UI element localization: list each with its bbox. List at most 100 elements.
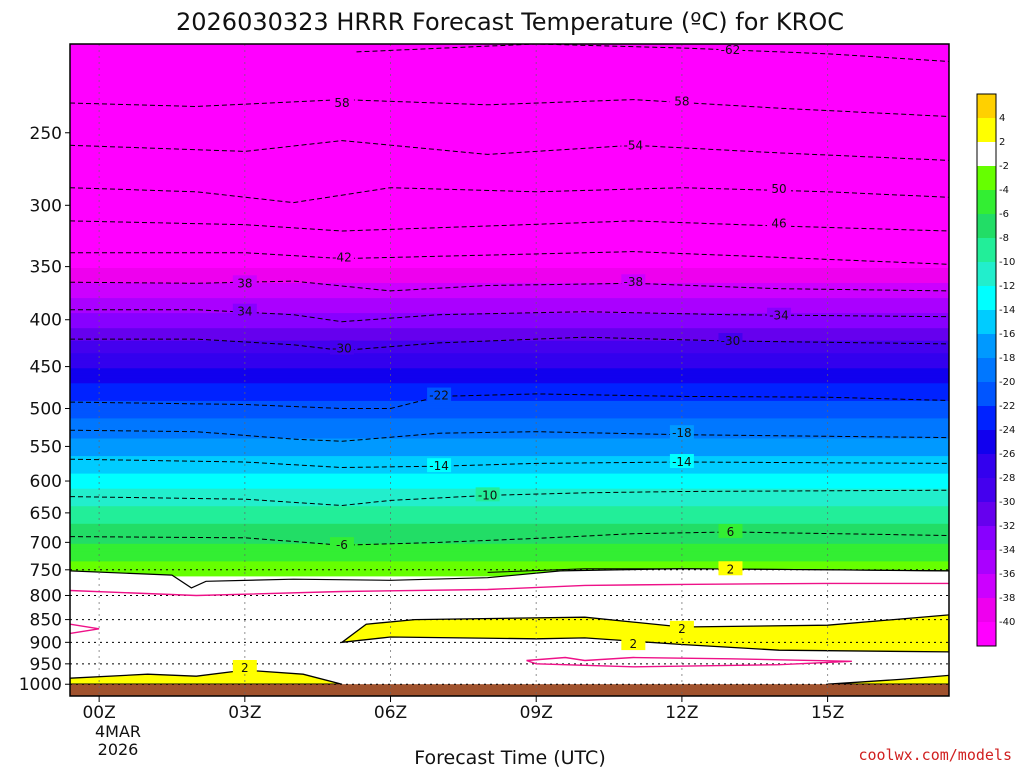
near-surface-regions xyxy=(70,568,949,696)
temperature-band xyxy=(70,387,949,391)
contour-label-bg xyxy=(232,275,257,290)
contour-label: -38 xyxy=(624,275,644,289)
colorbar-tick-label: -30 xyxy=(999,497,1015,508)
colorbar-band xyxy=(977,166,996,191)
isotherm-2 xyxy=(487,568,949,573)
temperature-band xyxy=(70,81,949,85)
contour-label: 58 xyxy=(334,96,349,110)
contour-label-bg xyxy=(767,307,792,322)
temperature-band xyxy=(70,166,949,171)
temperature-band xyxy=(70,482,949,487)
temperature-band xyxy=(70,548,949,552)
temperature-band xyxy=(70,405,949,409)
colorbar-band xyxy=(977,598,996,623)
temperature-band xyxy=(70,69,949,73)
colorbar-tick-label: -2 xyxy=(999,161,1009,172)
temperature-band xyxy=(70,497,949,502)
contour-label: -14 xyxy=(429,459,449,473)
contour-label-bg xyxy=(329,249,354,264)
temperature-band xyxy=(70,410,949,414)
temperature-band xyxy=(70,520,949,524)
temperature-band xyxy=(70,417,949,421)
colorbar-tick-label: -32 xyxy=(999,521,1015,532)
temperature-band xyxy=(70,229,949,233)
contour-label: -18 xyxy=(672,426,692,440)
contour-label: 46 xyxy=(771,216,786,230)
temperature-band xyxy=(70,129,949,133)
contour-label: -30 xyxy=(332,342,352,356)
temperature-band xyxy=(70,372,949,376)
temperature-band xyxy=(70,161,949,166)
contour-label-bg xyxy=(718,44,743,56)
temperature-band xyxy=(70,49,949,53)
temperature-band xyxy=(70,467,949,472)
contour-label: 38 xyxy=(237,276,252,290)
temperature-band xyxy=(70,472,949,477)
contour-label: 2 xyxy=(678,622,686,636)
temperature-band xyxy=(70,79,949,83)
y-tick-label: 300 xyxy=(30,196,62,216)
temperature-band xyxy=(70,440,949,444)
temperature-band xyxy=(70,550,949,554)
temperature-band xyxy=(70,109,949,113)
colorbar-band xyxy=(977,550,996,575)
x-tick-label: 09Z xyxy=(520,703,553,723)
ground-region xyxy=(70,684,949,696)
temperature-band xyxy=(70,455,949,459)
temperature-band xyxy=(70,477,949,482)
temperature-band xyxy=(70,470,949,474)
colorbar-tick-label: -36 xyxy=(999,569,1015,580)
temperature-band xyxy=(70,344,949,349)
temperature-band xyxy=(70,518,949,522)
contour-label-bg xyxy=(329,95,354,110)
temperature-band xyxy=(70,412,949,416)
contour-label: -6 xyxy=(336,538,348,552)
temperature-band xyxy=(70,334,949,339)
temperature-band xyxy=(70,249,949,253)
temperature-band xyxy=(70,126,949,131)
temperature-band xyxy=(70,139,949,143)
temperature-band xyxy=(70,207,949,211)
temperature-band xyxy=(70,159,949,163)
temperature-band xyxy=(70,435,949,439)
temperature-band xyxy=(70,232,949,236)
temperature-band xyxy=(70,252,949,256)
isotherm--42 xyxy=(70,251,949,265)
temperature-band xyxy=(70,104,949,108)
temperature-band xyxy=(70,322,949,326)
isotherm--58 xyxy=(70,99,949,117)
temperature-band xyxy=(70,224,949,228)
temperature-band xyxy=(70,450,949,454)
x-tick-label: 03Z xyxy=(228,703,261,723)
colorbar-tick-label: 2 xyxy=(999,137,1005,148)
isotherm--6 xyxy=(70,531,949,546)
y-tick-label: 950 xyxy=(30,655,62,675)
colorbar-band xyxy=(977,502,996,527)
temperature-band xyxy=(70,204,949,208)
temperature-band xyxy=(70,304,949,309)
temperature-band xyxy=(70,96,949,100)
isotherm--18 xyxy=(70,429,949,442)
contour-label-bg xyxy=(621,636,646,651)
colorbar-band xyxy=(977,286,996,311)
temperature-band xyxy=(70,447,949,451)
temperature-band xyxy=(70,515,949,519)
temperature-band xyxy=(70,141,949,146)
contour-label: -22 xyxy=(429,389,449,403)
temperature-band xyxy=(70,136,949,141)
y-axis: 2503003504004505005506006507007508008509… xyxy=(19,124,70,695)
temperature-band xyxy=(70,84,949,88)
isotherm--38 xyxy=(70,280,949,292)
temperature-band xyxy=(70,540,949,544)
y-tick-label: 500 xyxy=(30,400,62,420)
temperature-band xyxy=(70,267,949,271)
contour-label-bg xyxy=(427,387,452,402)
contour-label: 58 xyxy=(674,94,689,108)
contour-label-bg xyxy=(329,340,354,355)
temperature-band xyxy=(70,342,949,346)
temperature-band xyxy=(70,181,949,186)
colorbar-band xyxy=(977,334,996,359)
temperature-band xyxy=(70,174,949,178)
colorbar-band xyxy=(977,214,996,239)
